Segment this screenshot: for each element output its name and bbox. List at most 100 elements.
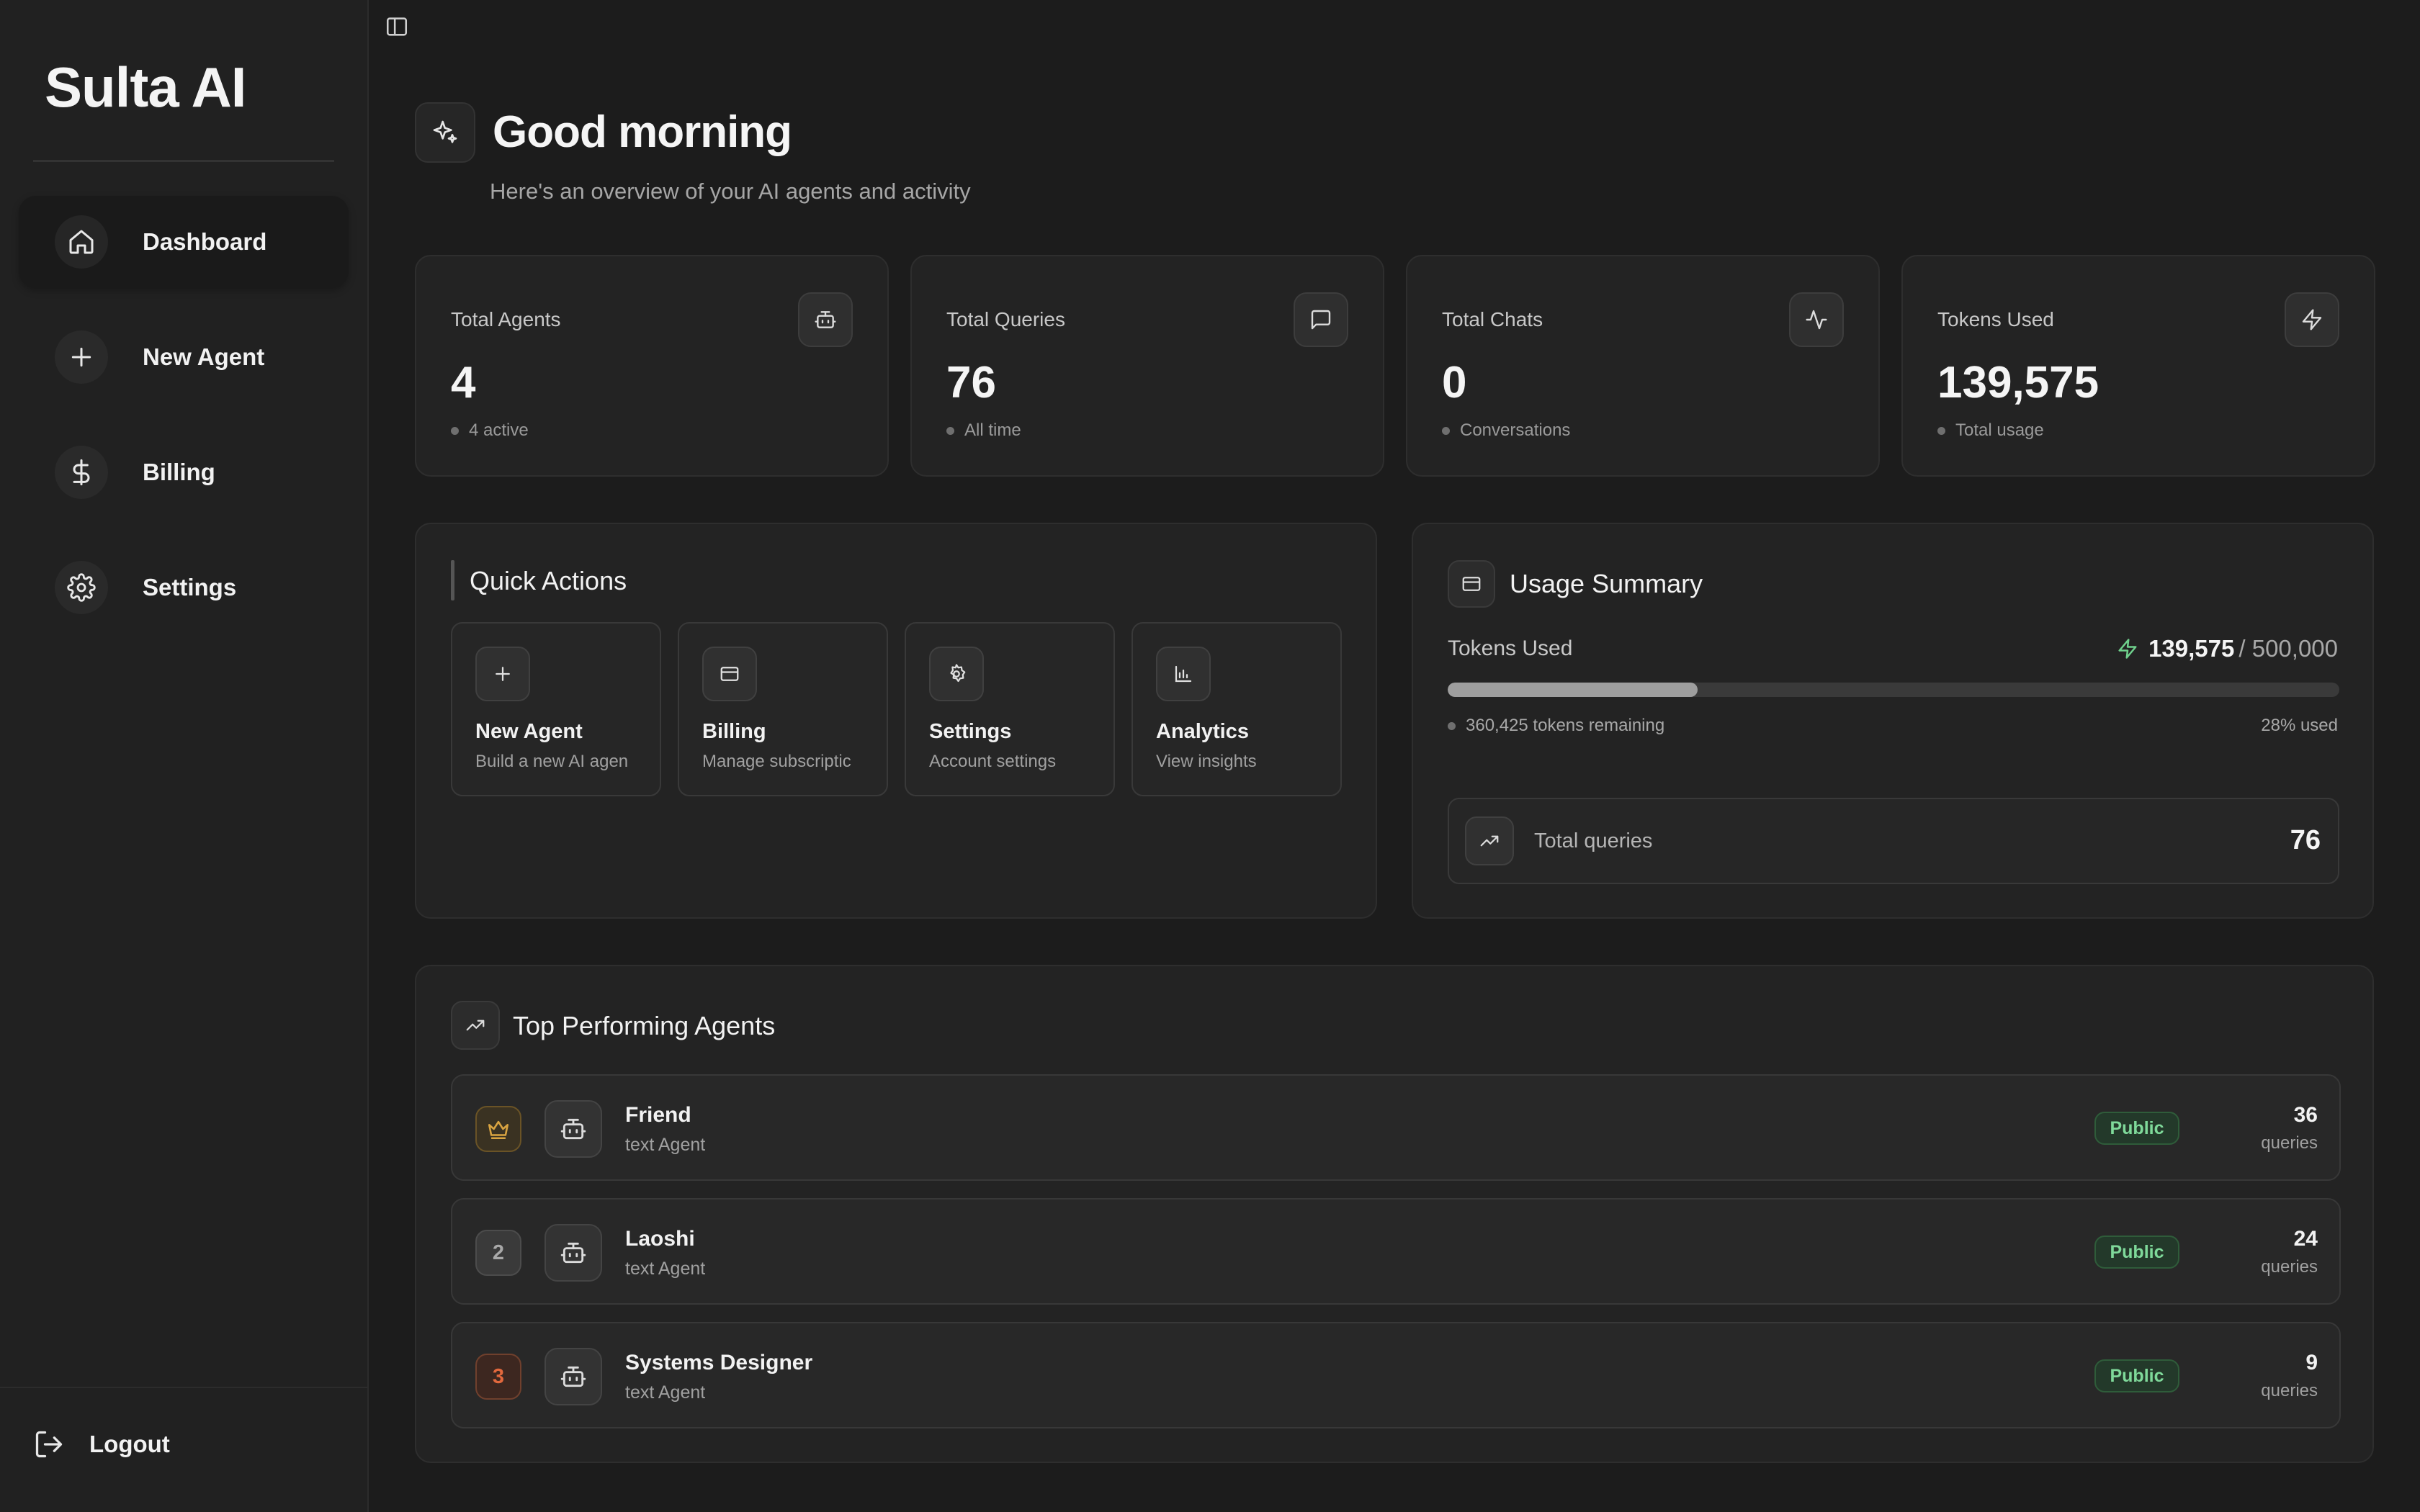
panel-left-icon: [386, 17, 408, 36]
quick-action-title: New Agent: [475, 720, 583, 743]
stat-label: Total Agents: [451, 308, 561, 330]
sidebar-item-label: Dashboard: [143, 228, 267, 255]
top-agents-panel: Top Performing Agents Friend text Agent …: [415, 965, 2374, 1463]
gear-icon: [55, 561, 108, 614]
usage-summary-panel: Usage Summary Tokens Used 139,575 / 500,…: [1412, 523, 2374, 919]
activity-icon: [1789, 292, 1844, 347]
stat-note: Total usage: [1937, 420, 2044, 441]
trending-up-icon: [1465, 816, 1514, 865]
quick-actions-panel: Quick Actions New Agent Build a new AI a…: [415, 523, 1377, 919]
tokens-percent-used: 28% used: [2261, 716, 2338, 735]
usage-summary-title: Usage Summary: [1510, 569, 1703, 598]
quick-action-analytics[interactable]: Analytics View insights: [1131, 622, 1342, 796]
stat-card-total-chats: Total Chats 0 Conversations: [1406, 255, 1880, 477]
agent-type: text Agent: [625, 1135, 706, 1155]
message-icon: [1294, 292, 1348, 347]
tokens-remaining: 360,425 tokens remaining: [1448, 716, 1664, 736]
total-queries-box: Total queries 76: [1448, 798, 2339, 884]
gear-icon: [929, 647, 984, 701]
robot-icon: [544, 1224, 602, 1282]
total-queries-value: 76: [2290, 825, 2321, 855]
sidebar-item-label: Billing: [143, 459, 215, 485]
stat-card-total-queries: Total Queries 76 All time: [910, 255, 1384, 477]
total-queries-label: Total queries: [1534, 829, 1653, 852]
zap-icon: [2118, 639, 2137, 659]
sidebar-item-label: Settings: [143, 574, 237, 600]
rank-badge: [475, 1106, 521, 1152]
robot-icon: [544, 1100, 602, 1158]
quick-action-subtitle: Manage subscriptic: [702, 752, 851, 771]
quick-action-settings[interactable]: Settings Account settings: [905, 622, 1115, 796]
sidebar-item-new-agent[interactable]: New Agent: [19, 311, 349, 403]
agent-name: Laoshi: [625, 1227, 695, 1251]
stat-note: Conversations: [1442, 420, 1570, 441]
sidebar-item-label: New Agent: [143, 343, 265, 370]
stat-label: Total Queries: [946, 308, 1065, 330]
bar-chart-icon: [1156, 647, 1211, 701]
quick-action-subtitle: Build a new AI agen: [475, 752, 629, 771]
sparkles-icon: [415, 102, 475, 163]
page-title: Good morning: [493, 107, 792, 157]
brand-title: Sulta AI: [45, 55, 246, 119]
agent-type: text Agent: [625, 1259, 706, 1279]
stat-note: 4 active: [451, 420, 529, 441]
agent-name: Friend: [625, 1103, 691, 1127]
top-agents-title: Top Performing Agents: [513, 1011, 776, 1040]
sidebar-nav: Dashboard New Agent Billing Settings: [19, 196, 349, 657]
stat-value: 76: [946, 358, 996, 408]
rank-badge: 2: [475, 1230, 521, 1276]
agent-query-count: 36 queries: [2261, 1103, 2318, 1153]
stat-value: 139,575: [1937, 358, 2099, 408]
progress-fill: [1448, 683, 1698, 697]
logout-label: Logout: [89, 1431, 170, 1457]
agent-type: text Agent: [625, 1382, 706, 1403]
tokens-used-value: 139,575 / 500,000: [2117, 635, 2338, 662]
home-icon: [55, 215, 108, 269]
agent-query-count: 24 queries: [2261, 1227, 2318, 1277]
tokens-used-label: Tokens Used: [1448, 636, 1573, 660]
robot-icon: [798, 292, 853, 347]
rank-badge: 3: [475, 1354, 521, 1400]
plus-icon: [475, 647, 530, 701]
stat-card-total-agents: Total Agents 4 4 active: [415, 255, 889, 477]
zap-icon: [2285, 292, 2339, 347]
divider: [33, 160, 334, 162]
quick-action-new-agent[interactable]: New Agent Build a new AI agen: [451, 622, 661, 796]
agent-name: Systems Designer: [625, 1351, 813, 1374]
credit-card-icon: [702, 647, 757, 701]
sidebar-item-settings[interactable]: Settings: [19, 541, 349, 634]
sidebar: Sulta AI Dashboard New Agent Billing Set…: [0, 0, 369, 1512]
sidebar-item-billing[interactable]: Billing: [19, 426, 349, 518]
dollar-icon: [55, 446, 108, 499]
agent-row[interactable]: 2 Laoshi text Agent Public 24 queries: [451, 1198, 2341, 1305]
quick-action-billing[interactable]: Billing Manage subscriptic: [678, 622, 888, 796]
quick-actions-title: Quick Actions: [470, 566, 627, 595]
status-badge: Public: [2094, 1236, 2179, 1269]
quick-action-subtitle: View insights: [1156, 752, 1257, 771]
quick-action-title: Billing: [702, 720, 766, 743]
divider: [0, 1387, 367, 1388]
quick-action-title: Analytics: [1156, 720, 1249, 743]
accent-bar: [451, 560, 454, 600]
status-badge: Public: [2094, 1112, 2179, 1145]
stat-label: Tokens Used: [1937, 308, 2054, 330]
tokens-progress-bar: [1448, 683, 2339, 697]
sidebar-item-dashboard[interactable]: Dashboard: [19, 196, 349, 288]
agent-row[interactable]: 3 Systems Designer text Agent Public 9 q…: [451, 1322, 2341, 1428]
stat-value: 4: [451, 358, 476, 408]
stat-value: 0: [1442, 358, 1467, 408]
trending-up-icon: [451, 1001, 500, 1050]
agent-row[interactable]: Friend text Agent Public 36 queries: [451, 1074, 2341, 1181]
stat-card-tokens-used: Tokens Used 139,575 Total usage: [1901, 255, 2375, 477]
agent-query-count: 9 queries: [2261, 1351, 2318, 1400]
robot-icon: [544, 1348, 602, 1405]
credit-card-icon: [1448, 560, 1495, 608]
plus-icon: [55, 330, 108, 384]
stat-note: All time: [946, 420, 1021, 441]
quick-action-title: Settings: [929, 720, 1012, 743]
logout-button[interactable]: Logout: [33, 1428, 170, 1460]
stat-label: Total Chats: [1442, 308, 1543, 330]
quick-action-subtitle: Account settings: [929, 752, 1057, 771]
crown-icon: [488, 1120, 509, 1140]
sidebar-toggle-button[interactable]: [385, 14, 409, 39]
